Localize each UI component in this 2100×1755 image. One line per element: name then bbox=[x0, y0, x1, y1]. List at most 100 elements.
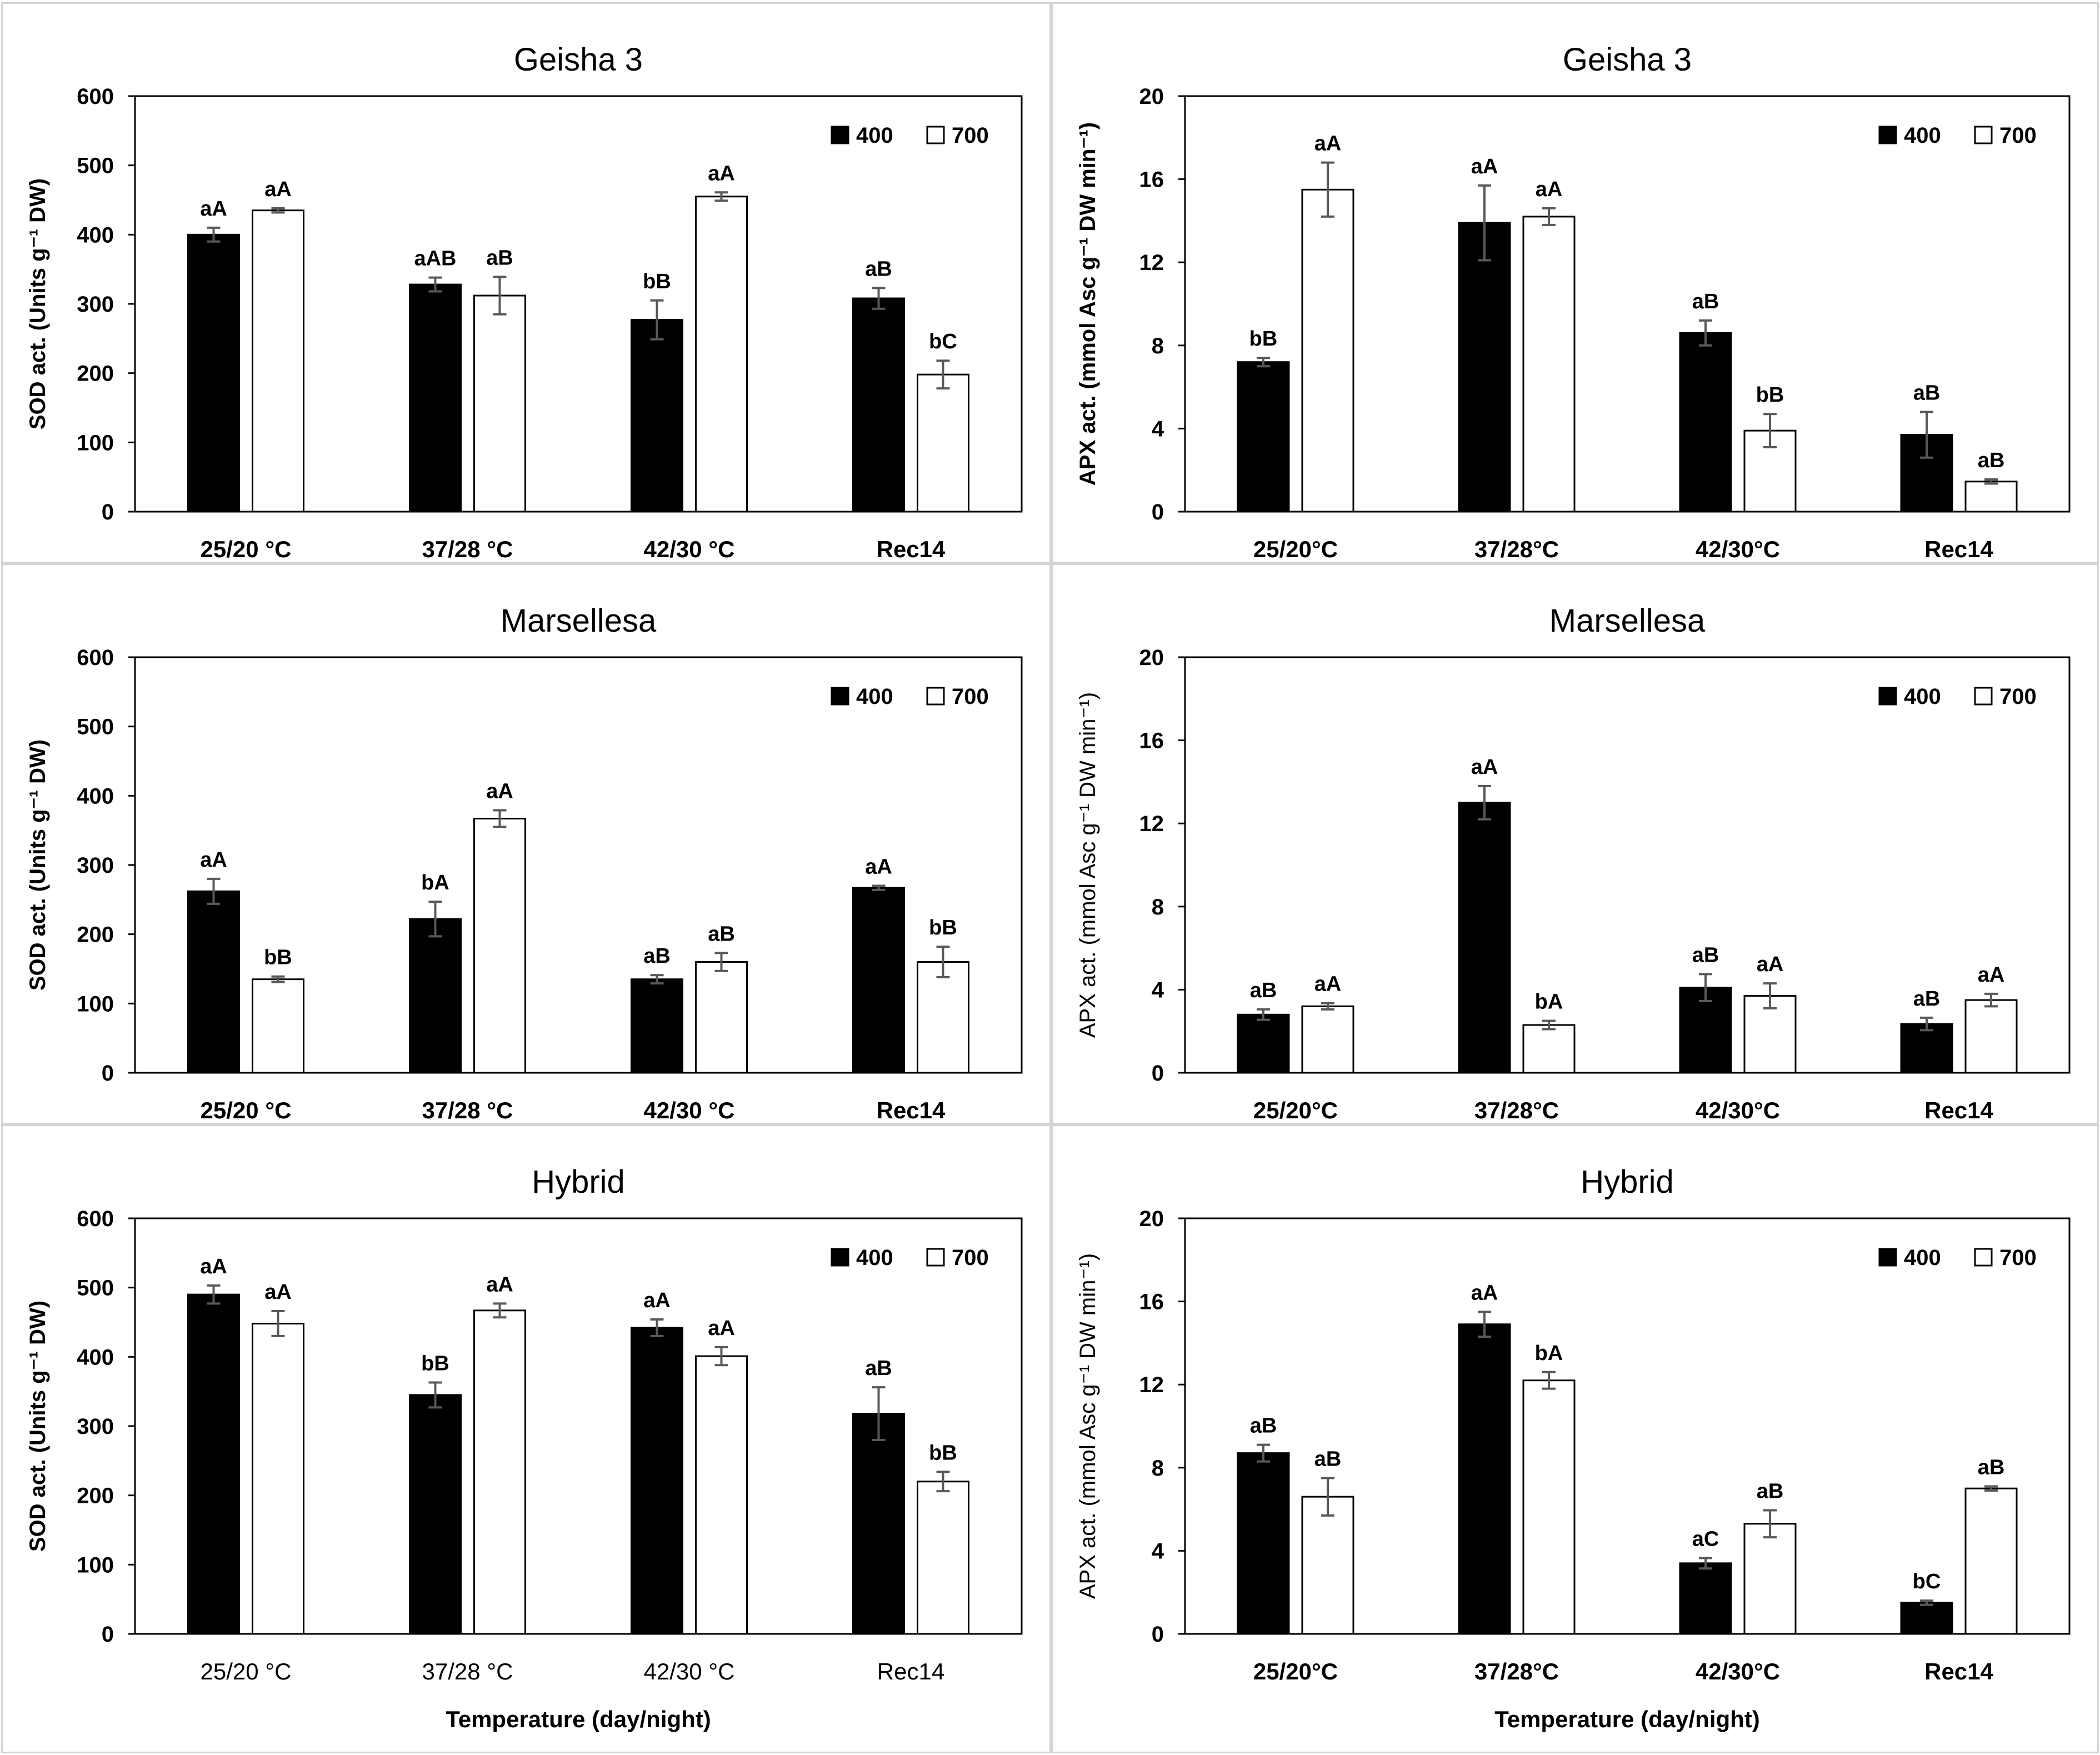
x-tick-label: 25/20°C bbox=[1253, 1097, 1338, 1123]
y-tick-label: 100 bbox=[77, 992, 114, 1016]
error-bar bbox=[650, 1318, 664, 1337]
x-tick-label: Rec14 bbox=[1924, 1097, 1993, 1123]
y-tick-label: 12 bbox=[1139, 1373, 1164, 1397]
data-label: aAB bbox=[414, 247, 456, 271]
error-bar bbox=[1321, 1002, 1334, 1011]
bar-700 bbox=[1964, 1487, 2018, 1635]
bar-400 bbox=[631, 1327, 683, 1635]
legend-label-400: 400 bbox=[1904, 1246, 1941, 1270]
data-label: aA bbox=[708, 1317, 735, 1340]
data-label: aB bbox=[865, 1357, 892, 1380]
legend-swatch-400 bbox=[831, 687, 849, 706]
x-tick-label: Rec14 bbox=[1924, 536, 1993, 562]
y-tick-label: 16 bbox=[1139, 168, 1164, 192]
y-tick-label: 300 bbox=[77, 853, 114, 878]
error-bar bbox=[1984, 1485, 1998, 1492]
y-tick-label: 600 bbox=[77, 1207, 114, 1231]
x-tick-label: 42/30°C bbox=[1696, 1658, 1780, 1684]
bar-400 bbox=[1458, 802, 1511, 1074]
y-tick-label: 0 bbox=[102, 1061, 114, 1086]
x-tick-label: 37/28 °C bbox=[422, 536, 513, 562]
x-tick-label: 37/28°C bbox=[1474, 1097, 1559, 1123]
x-tick-label: 42/30 °C bbox=[644, 1097, 735, 1123]
error-bar bbox=[1984, 992, 1998, 1008]
legend: 400 700 bbox=[1878, 1246, 2037, 1270]
data-label: bB bbox=[421, 1352, 449, 1375]
y-tick-label: 8 bbox=[1152, 334, 1164, 358]
y-tick-label: 16 bbox=[1139, 1290, 1164, 1314]
bar-700 bbox=[917, 961, 969, 1074]
panel-geisha3-sod: Geisha 3 0 100 200 300 400 500 600 SOD act. (Uni… bbox=[1, 2, 1051, 563]
x-tick-label: 37/28 °C bbox=[422, 1097, 513, 1123]
legend: 400 700 bbox=[831, 1246, 989, 1270]
error-bar bbox=[1478, 784, 1491, 821]
error-bar bbox=[1478, 1311, 1491, 1338]
data-label: aB bbox=[1757, 1479, 1784, 1503]
bar-700 bbox=[917, 1481, 969, 1635]
error-bar bbox=[1257, 357, 1270, 368]
legend-swatch-700 bbox=[926, 1248, 945, 1267]
x-tick-label: 37/28°C bbox=[1474, 536, 1559, 562]
error-bar bbox=[271, 975, 285, 983]
data-label: aA bbox=[1536, 178, 1563, 201]
bar-700 bbox=[695, 1355, 748, 1635]
y-axis-label: SOD act. (Units g⁻¹ DW) bbox=[26, 1301, 50, 1552]
error-bar bbox=[1321, 161, 1334, 218]
error-bar bbox=[493, 276, 507, 316]
data-label: bA bbox=[421, 871, 449, 894]
data-label: aA bbox=[264, 1281, 292, 1304]
x-axis-label: Temperature (day/night) bbox=[1494, 1706, 1760, 1732]
y-axis-label: APX act. (mmol Asc g⁻¹ DW min⁻¹) bbox=[1076, 1253, 1100, 1599]
legend: 400 700 bbox=[831, 123, 989, 148]
chart-title: Marsellesa bbox=[501, 603, 657, 639]
bar-700 bbox=[1522, 1379, 1576, 1635]
error-bar bbox=[1763, 982, 1777, 1010]
chart-geisha3-apx: Geisha 3 0 4 8 12 16 20 APX act. (mmol Asc g⁻¹ … bbox=[1076, 42, 2071, 562]
data-label: bB bbox=[264, 946, 292, 969]
bar-700 bbox=[1522, 1024, 1576, 1074]
error-bar bbox=[1763, 1509, 1777, 1539]
error-bar bbox=[1920, 1016, 1933, 1032]
bar-400 bbox=[852, 887, 905, 1074]
error-bar bbox=[936, 1471, 950, 1493]
data-label: aA bbox=[708, 162, 735, 185]
bar-400 bbox=[1900, 1602, 1953, 1635]
bar-700 bbox=[252, 1322, 304, 1635]
plot-frame bbox=[1184, 656, 2071, 1074]
legend: 400 700 bbox=[1878, 684, 2037, 709]
data-label: aA bbox=[264, 178, 292, 201]
y-tick-label: 0 bbox=[1152, 1622, 1164, 1647]
y-tick-label: 4 bbox=[1152, 417, 1164, 441]
data-label: aA bbox=[643, 1289, 671, 1312]
plot-frame bbox=[1184, 1217, 2071, 1635]
error-bar bbox=[650, 974, 664, 985]
x-tick-label: 42/30°C bbox=[1696, 536, 1780, 562]
y-tick-label: 12 bbox=[1139, 251, 1164, 275]
y-tick-label: 200 bbox=[77, 923, 114, 947]
error-bar bbox=[428, 1381, 442, 1409]
bar-400 bbox=[187, 233, 240, 513]
data-label: aB bbox=[1314, 1448, 1342, 1471]
bar-700 bbox=[1743, 1523, 1797, 1635]
error-bar bbox=[428, 276, 442, 293]
legend-label-400: 400 bbox=[1904, 123, 1941, 148]
bar-400 bbox=[852, 297, 905, 513]
data-label: aB bbox=[486, 246, 513, 269]
legend: 400 700 bbox=[831, 684, 989, 709]
panel-marsellesa-sod: Marsellesa 0 100 200 300 400 500 600 SOD act. (U… bbox=[1, 563, 1051, 1124]
error-bar bbox=[1763, 413, 1777, 449]
y-axis-label: SOD act. (Units g⁻¹ DW) bbox=[26, 178, 50, 429]
x-tick-label: 42/30 °C bbox=[644, 1658, 735, 1684]
data-label: aB bbox=[1913, 381, 1941, 404]
x-tick-label: 25/20 °C bbox=[201, 1658, 292, 1684]
y-tick-label: 100 bbox=[77, 1553, 114, 1577]
chart-marsellesa-apx: Marsellesa 0 4 8 12 16 20 APX act. (mmol Asc g⁻… bbox=[1076, 603, 2071, 1123]
legend-label-700: 700 bbox=[952, 123, 989, 148]
bar-700 bbox=[473, 1309, 526, 1635]
data-label: aA bbox=[486, 1273, 513, 1296]
legend-label-400: 400 bbox=[856, 684, 893, 709]
bar-400 bbox=[187, 1293, 240, 1635]
error-bar bbox=[207, 1284, 221, 1305]
chart-geisha3-sod: Geisha 3 0 100 200 300 400 500 600 SOD act. (Uni… bbox=[26, 42, 1023, 562]
